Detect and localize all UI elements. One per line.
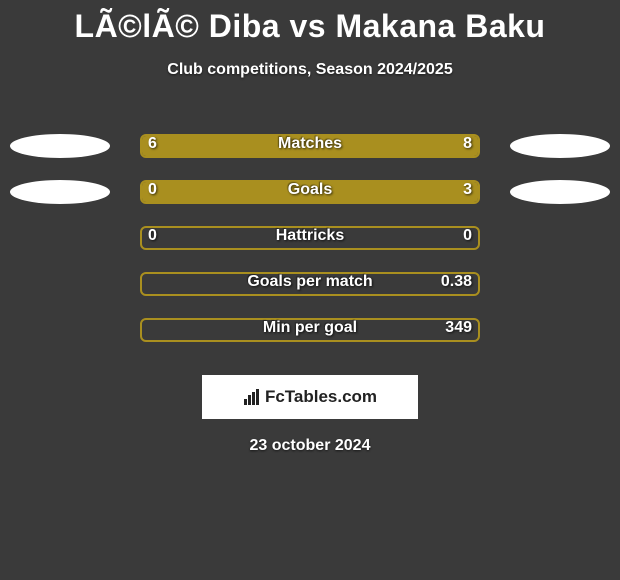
- stat-label: Hattricks: [140, 227, 480, 245]
- stat-label: Goals per match: [140, 273, 480, 291]
- stat-row: Goals per match0.38: [0, 261, 620, 307]
- player-left-marker: [10, 180, 110, 204]
- stat-row: Min per goal349: [0, 307, 620, 353]
- stat-right-value: 0.38: [441, 273, 472, 291]
- source-logo[interactable]: FcTables.com: [202, 375, 418, 419]
- player-right-marker: [510, 180, 610, 204]
- page-title: LÃ©lÃ© Diba vs Makana Baku: [0, 0, 620, 45]
- comparison-widget: LÃ©lÃ© Diba vs Makana Baku Club competit…: [0, 0, 620, 580]
- stat-right-value: 3: [463, 181, 472, 199]
- stat-left-value: 6: [148, 135, 157, 153]
- logo-content: FcTables.com: [243, 387, 377, 407]
- player-left-marker: [10, 134, 110, 158]
- stat-label: Min per goal: [140, 319, 480, 337]
- date-text: 23 october 2024: [0, 437, 620, 455]
- stat-label: Matches: [140, 135, 480, 153]
- stat-right-value: 349: [445, 319, 472, 337]
- stat-left-value: 0: [148, 181, 157, 199]
- logo-text: FcTables.com: [265, 387, 377, 407]
- stat-row: Matches6 8: [0, 123, 620, 169]
- stat-right-value: 8: [463, 135, 472, 153]
- stat-left-value: 0: [148, 227, 157, 245]
- stat-rows-container: Matches68Goals03Hattricks00Goals per mat…: [0, 123, 620, 353]
- bar-chart-icon: [243, 389, 261, 405]
- stat-row: Goals0 3: [0, 169, 620, 215]
- stat-label: Goals: [140, 181, 480, 199]
- page-subtitle: Club competitions, Season 2024/2025: [0, 61, 620, 79]
- stat-row: Hattricks0 0: [0, 215, 620, 261]
- stat-right-value: 0: [463, 227, 472, 245]
- player-right-marker: [510, 134, 610, 158]
